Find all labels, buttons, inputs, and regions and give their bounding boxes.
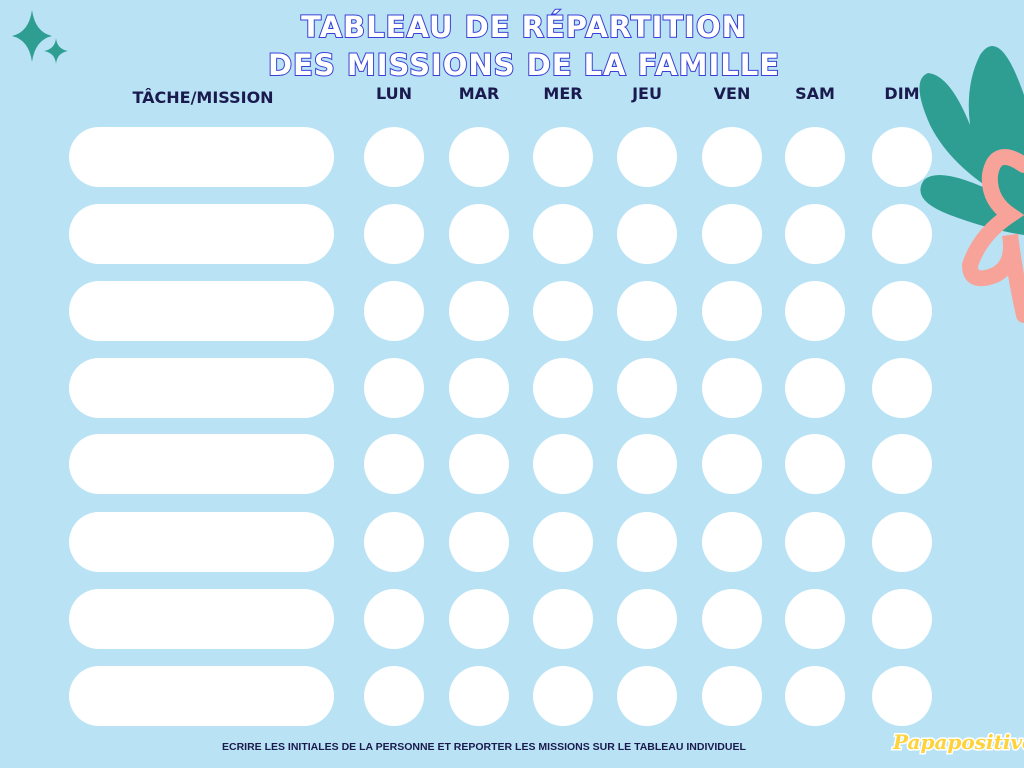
day-initials-circle[interactable] bbox=[872, 358, 932, 418]
day-initials-circle[interactable] bbox=[449, 512, 509, 572]
column-header-day: VEN bbox=[713, 84, 751, 103]
day-initials-circle[interactable] bbox=[617, 434, 677, 494]
day-initials-circle[interactable] bbox=[364, 434, 424, 494]
day-initials-circle[interactable] bbox=[533, 512, 593, 572]
day-initials-circle[interactable] bbox=[785, 204, 845, 264]
day-initials-circle[interactable] bbox=[785, 512, 845, 572]
title-line-1: TABLEAU DE RÉPARTITION bbox=[300, 9, 747, 45]
day-initials-circle[interactable] bbox=[872, 434, 932, 494]
task-field[interactable] bbox=[69, 666, 334, 726]
task-field[interactable] bbox=[69, 281, 334, 341]
day-initials-circle[interactable] bbox=[364, 358, 424, 418]
day-initials-circle[interactable] bbox=[364, 512, 424, 572]
task-field[interactable] bbox=[69, 204, 334, 264]
sparkle-icon bbox=[12, 10, 68, 64]
day-initials-circle[interactable] bbox=[449, 434, 509, 494]
day-initials-circle[interactable] bbox=[449, 127, 509, 187]
day-initials-circle[interactable] bbox=[617, 204, 677, 264]
day-initials-circle[interactable] bbox=[785, 434, 845, 494]
task-field[interactable] bbox=[69, 358, 334, 418]
day-initials-circle[interactable] bbox=[449, 666, 509, 726]
day-initials-circle[interactable] bbox=[364, 281, 424, 341]
day-initials-circle[interactable] bbox=[785, 281, 845, 341]
task-field[interactable] bbox=[69, 589, 334, 649]
day-initials-circle[interactable] bbox=[872, 589, 932, 649]
title-line-2: DES MISSIONS DE LA FAMILLE bbox=[267, 47, 781, 83]
day-initials-circle[interactable] bbox=[449, 589, 509, 649]
day-initials-circle[interactable] bbox=[785, 589, 845, 649]
day-initials-circle[interactable] bbox=[364, 127, 424, 187]
day-initials-circle[interactable] bbox=[533, 434, 593, 494]
day-initials-circle[interactable] bbox=[533, 127, 593, 187]
day-initials-circle[interactable] bbox=[872, 512, 932, 572]
column-header-day: SAM bbox=[795, 84, 835, 103]
day-initials-circle[interactable] bbox=[617, 666, 677, 726]
column-header-task: TÂCHE/MISSION bbox=[132, 88, 274, 107]
day-initials-circle[interactable] bbox=[702, 127, 762, 187]
task-field[interactable] bbox=[69, 512, 334, 572]
day-initials-circle[interactable] bbox=[785, 358, 845, 418]
day-initials-circle[interactable] bbox=[449, 204, 509, 264]
day-initials-circle[interactable] bbox=[617, 358, 677, 418]
day-initials-circle[interactable] bbox=[702, 512, 762, 572]
day-initials-circle[interactable] bbox=[617, 281, 677, 341]
leaf-decoration bbox=[919, 46, 1024, 323]
footer-instruction: ECRIRE LES INITIALES DE LA PERSONNE ET R… bbox=[222, 741, 746, 753]
day-initials-circle[interactable] bbox=[702, 281, 762, 341]
day-initials-circle[interactable] bbox=[364, 666, 424, 726]
day-initials-circle[interactable] bbox=[533, 666, 593, 726]
day-initials-circle[interactable] bbox=[364, 204, 424, 264]
day-initials-circle[interactable] bbox=[702, 434, 762, 494]
day-initials-circle[interactable] bbox=[617, 127, 677, 187]
day-initials-circle[interactable] bbox=[533, 204, 593, 264]
task-field[interactable] bbox=[69, 127, 334, 187]
column-header-day: JEU bbox=[632, 84, 662, 103]
day-initials-circle[interactable] bbox=[449, 358, 509, 418]
day-initials-circle[interactable] bbox=[702, 358, 762, 418]
day-initials-circle[interactable] bbox=[872, 204, 932, 264]
day-initials-circle[interactable] bbox=[702, 589, 762, 649]
day-initials-circle[interactable] bbox=[785, 127, 845, 187]
column-header-day: MER bbox=[543, 84, 583, 103]
papapositive-logo: Papapositive bbox=[892, 729, 1024, 756]
day-initials-circle[interactable] bbox=[617, 589, 677, 649]
column-header-day: MAR bbox=[458, 84, 500, 103]
day-initials-circle[interactable] bbox=[364, 589, 424, 649]
day-initials-circle[interactable] bbox=[533, 358, 593, 418]
day-initials-circle[interactable] bbox=[872, 127, 932, 187]
column-header-day: LUN bbox=[375, 84, 413, 103]
day-initials-circle[interactable] bbox=[533, 589, 593, 649]
column-header-day: DIM bbox=[884, 84, 920, 103]
day-initials-circle[interactable] bbox=[449, 281, 509, 341]
task-field[interactable] bbox=[69, 434, 334, 494]
day-initials-circle[interactable] bbox=[702, 204, 762, 264]
day-initials-circle[interactable] bbox=[533, 281, 593, 341]
day-initials-circle[interactable] bbox=[702, 666, 762, 726]
day-initials-circle[interactable] bbox=[872, 666, 932, 726]
day-initials-circle[interactable] bbox=[617, 512, 677, 572]
day-initials-circle[interactable] bbox=[785, 666, 845, 726]
day-initials-circle[interactable] bbox=[872, 281, 932, 341]
